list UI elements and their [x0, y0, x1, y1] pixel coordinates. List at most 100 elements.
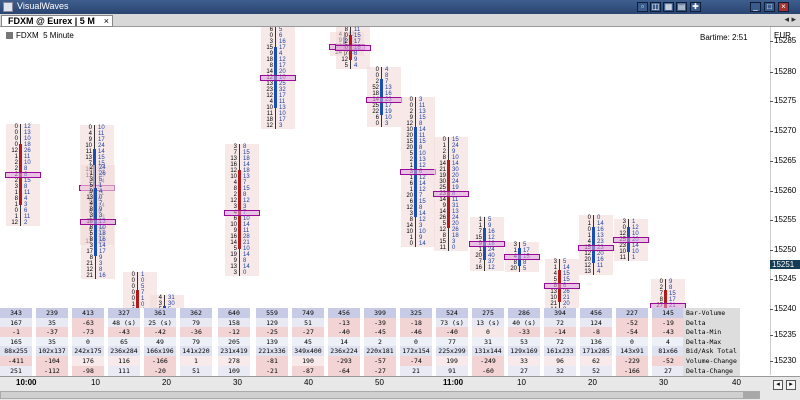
- stats-cell: 251: [0, 365, 32, 377]
- stats-cell: 52: [580, 365, 612, 377]
- stats-cell: -21: [256, 365, 288, 377]
- time-tick-label: 10: [91, 378, 100, 387]
- footprint-bar[interactable]: 0 1 0 1 4 15 12 20 12 130 14 16 13 23 23…: [578, 215, 619, 275]
- tab-scroll-arrows[interactable]: ◂ ▸: [784, 14, 796, 24]
- ask-volume-column: 12 13 10 18 26 11 10 8 8 15 8 11 4 3 6 1…: [24, 124, 31, 226]
- stats-row: -411 -104 176 116 -166 1 278 -81 190 -293 -57 -74 19…: [0, 356, 770, 367]
- scroll-last-icon[interactable]: ▸: [786, 380, 796, 390]
- stats-row: 165 35 0 65 49 79 205 139 45 14 2 0 77 31 53 72 136 0 4 Del…: [0, 336, 770, 348]
- horizontal-scrollbar[interactable]: [0, 391, 760, 399]
- stats-cell: -20: [144, 365, 176, 377]
- stats-cell: 171x285: [580, 346, 612, 358]
- time-tick-label: 10: [517, 378, 526, 387]
- stats-cell: -87: [292, 365, 324, 377]
- chart-tool-icon[interactable]: ◫: [650, 2, 661, 12]
- stats-cell: 362: [180, 308, 212, 319]
- time-tick-label: 20: [588, 378, 597, 387]
- price-axis[interactable]: 15285 15280 15275 15270 15265 15260 15255 15250…: [769, 27, 800, 385]
- footprint-bar[interactable]: 0 1 2 8 14 21 19 30 25 23 14 9 14 26 5 1…: [433, 137, 474, 251]
- stats-cell: 227: [616, 308, 648, 319]
- footprint-bar[interactable]: 8 0 2 0 7 12 511 15 17 16 8 9 4: [335, 27, 376, 69]
- point-of-control-box: [544, 283, 580, 289]
- stats-row-label: Bar-Volume: [683, 308, 740, 319]
- stats-cell: -52: [652, 356, 684, 367]
- point-of-control-box: [260, 75, 296, 81]
- stats-row-label: Volume-Change: [683, 356, 740, 367]
- footprint-bar[interactable]: 0 0 2 9 12 10 20 15 20 5 2 1 3 1 6 1 20 …: [400, 97, 441, 247]
- stats-cell: -54: [616, 327, 648, 339]
- stats-cell: 236x284: [108, 346, 140, 358]
- stats-cell: 399: [364, 308, 396, 319]
- stats-cell: -411: [0, 356, 32, 367]
- stats-row-label: Delta-Min: [683, 327, 740, 339]
- settings-icon[interactable]: ✚: [690, 2, 701, 12]
- stats-cell: 14: [328, 336, 360, 348]
- stats-row-label: Delta-Max: [683, 336, 740, 348]
- footprint-bar[interactable]: 3 1 4 8 205 17 15 8 5: [504, 242, 545, 272]
- stats-cell: 1: [180, 356, 212, 367]
- time-tick-label: 10:00: [16, 378, 37, 387]
- current-price-marker: 15251: [770, 260, 800, 269]
- stats-cell: -27: [292, 327, 324, 339]
- stats-cell: 286: [508, 308, 540, 319]
- stats-cell: 242x175: [72, 346, 104, 358]
- close-icon[interactable]: ×: [778, 2, 789, 12]
- time-tick-label: 30: [659, 378, 668, 387]
- stats-row: 88x255 102x137 242x175 236x284 166x196 141x22…: [0, 346, 770, 358]
- stats-cell: -8: [580, 327, 612, 339]
- stats-cell: 161x233: [544, 346, 576, 358]
- stats-cell: 4: [652, 336, 684, 348]
- stats-cell: 32: [544, 365, 576, 377]
- time-tick-label: 30: [233, 378, 242, 387]
- footprint-bar[interactable]: 6 0 3 15 9 18 8 14 12 13 23 12 4 10 11 1…: [260, 27, 301, 129]
- stats-cell: 109: [218, 365, 250, 377]
- stats-cell: -45: [364, 327, 396, 339]
- maximize-icon[interactable]: □: [764, 2, 775, 12]
- time-tick-label: 11:00: [443, 378, 464, 387]
- stats-cell: -249: [472, 356, 504, 367]
- stats-cell: 0: [400, 336, 432, 348]
- footprint-bar[interactable]: 0 0 2 52 18 14 25 22 6 04 8 7 13 16 23 1…: [366, 67, 407, 127]
- footprint-bar[interactable]: 3 1 4 5 8 13 10 21 145 14 15 15 6 26 21 …: [544, 259, 585, 313]
- tab-fdxm[interactable]: FDXM @ Eurex | 5 M ×: [1, 15, 113, 27]
- scroll-thumb[interactable]: [743, 392, 759, 398]
- stats-cell: -40: [436, 327, 468, 339]
- currency-label: EUR: [774, 31, 791, 40]
- stats-cell: 456: [328, 308, 360, 319]
- stats-cell: -166: [144, 356, 176, 367]
- layout-icon[interactable]: ▤: [676, 2, 687, 12]
- time-tick-label: 40: [304, 378, 313, 387]
- tab-label: FDXM @ Eurex | 5 M: [8, 16, 95, 26]
- stats-cell: -42: [144, 327, 176, 339]
- stats-cell: 158: [218, 317, 250, 329]
- palette-icon[interactable]: ▦: [663, 2, 674, 12]
- footprint-bar[interactable]: 2 1 3 5 9 13 4 8 3 18 8 5 8 3 17 8 21 12…: [80, 165, 121, 279]
- footprint-bar[interactable]: 3 7 13 16 12 10 4 8 2 12 3 4 6 10 9 16 1…: [224, 144, 265, 276]
- stats-cell: 131x144: [472, 346, 504, 358]
- stats-cell: 129x169: [508, 346, 540, 358]
- footprint-bar[interactable]: 1 1 7 15 9 1 20 7 165 9 16 12 18 24 40 3…: [469, 217, 510, 271]
- stats-cell: -18: [400, 317, 432, 329]
- stats-cell: 27: [652, 365, 684, 377]
- stats-cell: 456: [580, 308, 612, 319]
- scroll-first-icon[interactable]: ◂: [773, 380, 783, 390]
- stats-cell: -166: [616, 365, 648, 377]
- tile-icon[interactable]: ▫: [637, 2, 648, 12]
- tab-close-icon[interactable]: ×: [103, 16, 109, 26]
- stats-cell: -33: [508, 327, 540, 339]
- point-of-control-box: [366, 97, 402, 103]
- point-of-control-box: [80, 219, 116, 225]
- stats-cell: 102x137: [36, 346, 68, 358]
- stats-cell: 0: [472, 327, 504, 339]
- stats-cell: 40 (s): [508, 317, 540, 329]
- stats-cell: 35: [36, 317, 68, 329]
- stats-cell: -81: [256, 356, 288, 367]
- stats-cell: 524: [436, 308, 468, 319]
- minimize-icon[interactable]: _: [750, 2, 761, 12]
- footprint-bar[interactable]: 3 0 12 25 23 10 111 12 10 20 14 10 1: [613, 219, 654, 261]
- stats-cell: 49: [144, 336, 176, 348]
- stats-cell: 73 (s): [436, 317, 468, 329]
- time-axis: ◂ ▸ 10:00 10 20 30 40 50 11:00 10 20 30 40: [0, 376, 800, 400]
- stats-cell: 559: [256, 308, 288, 319]
